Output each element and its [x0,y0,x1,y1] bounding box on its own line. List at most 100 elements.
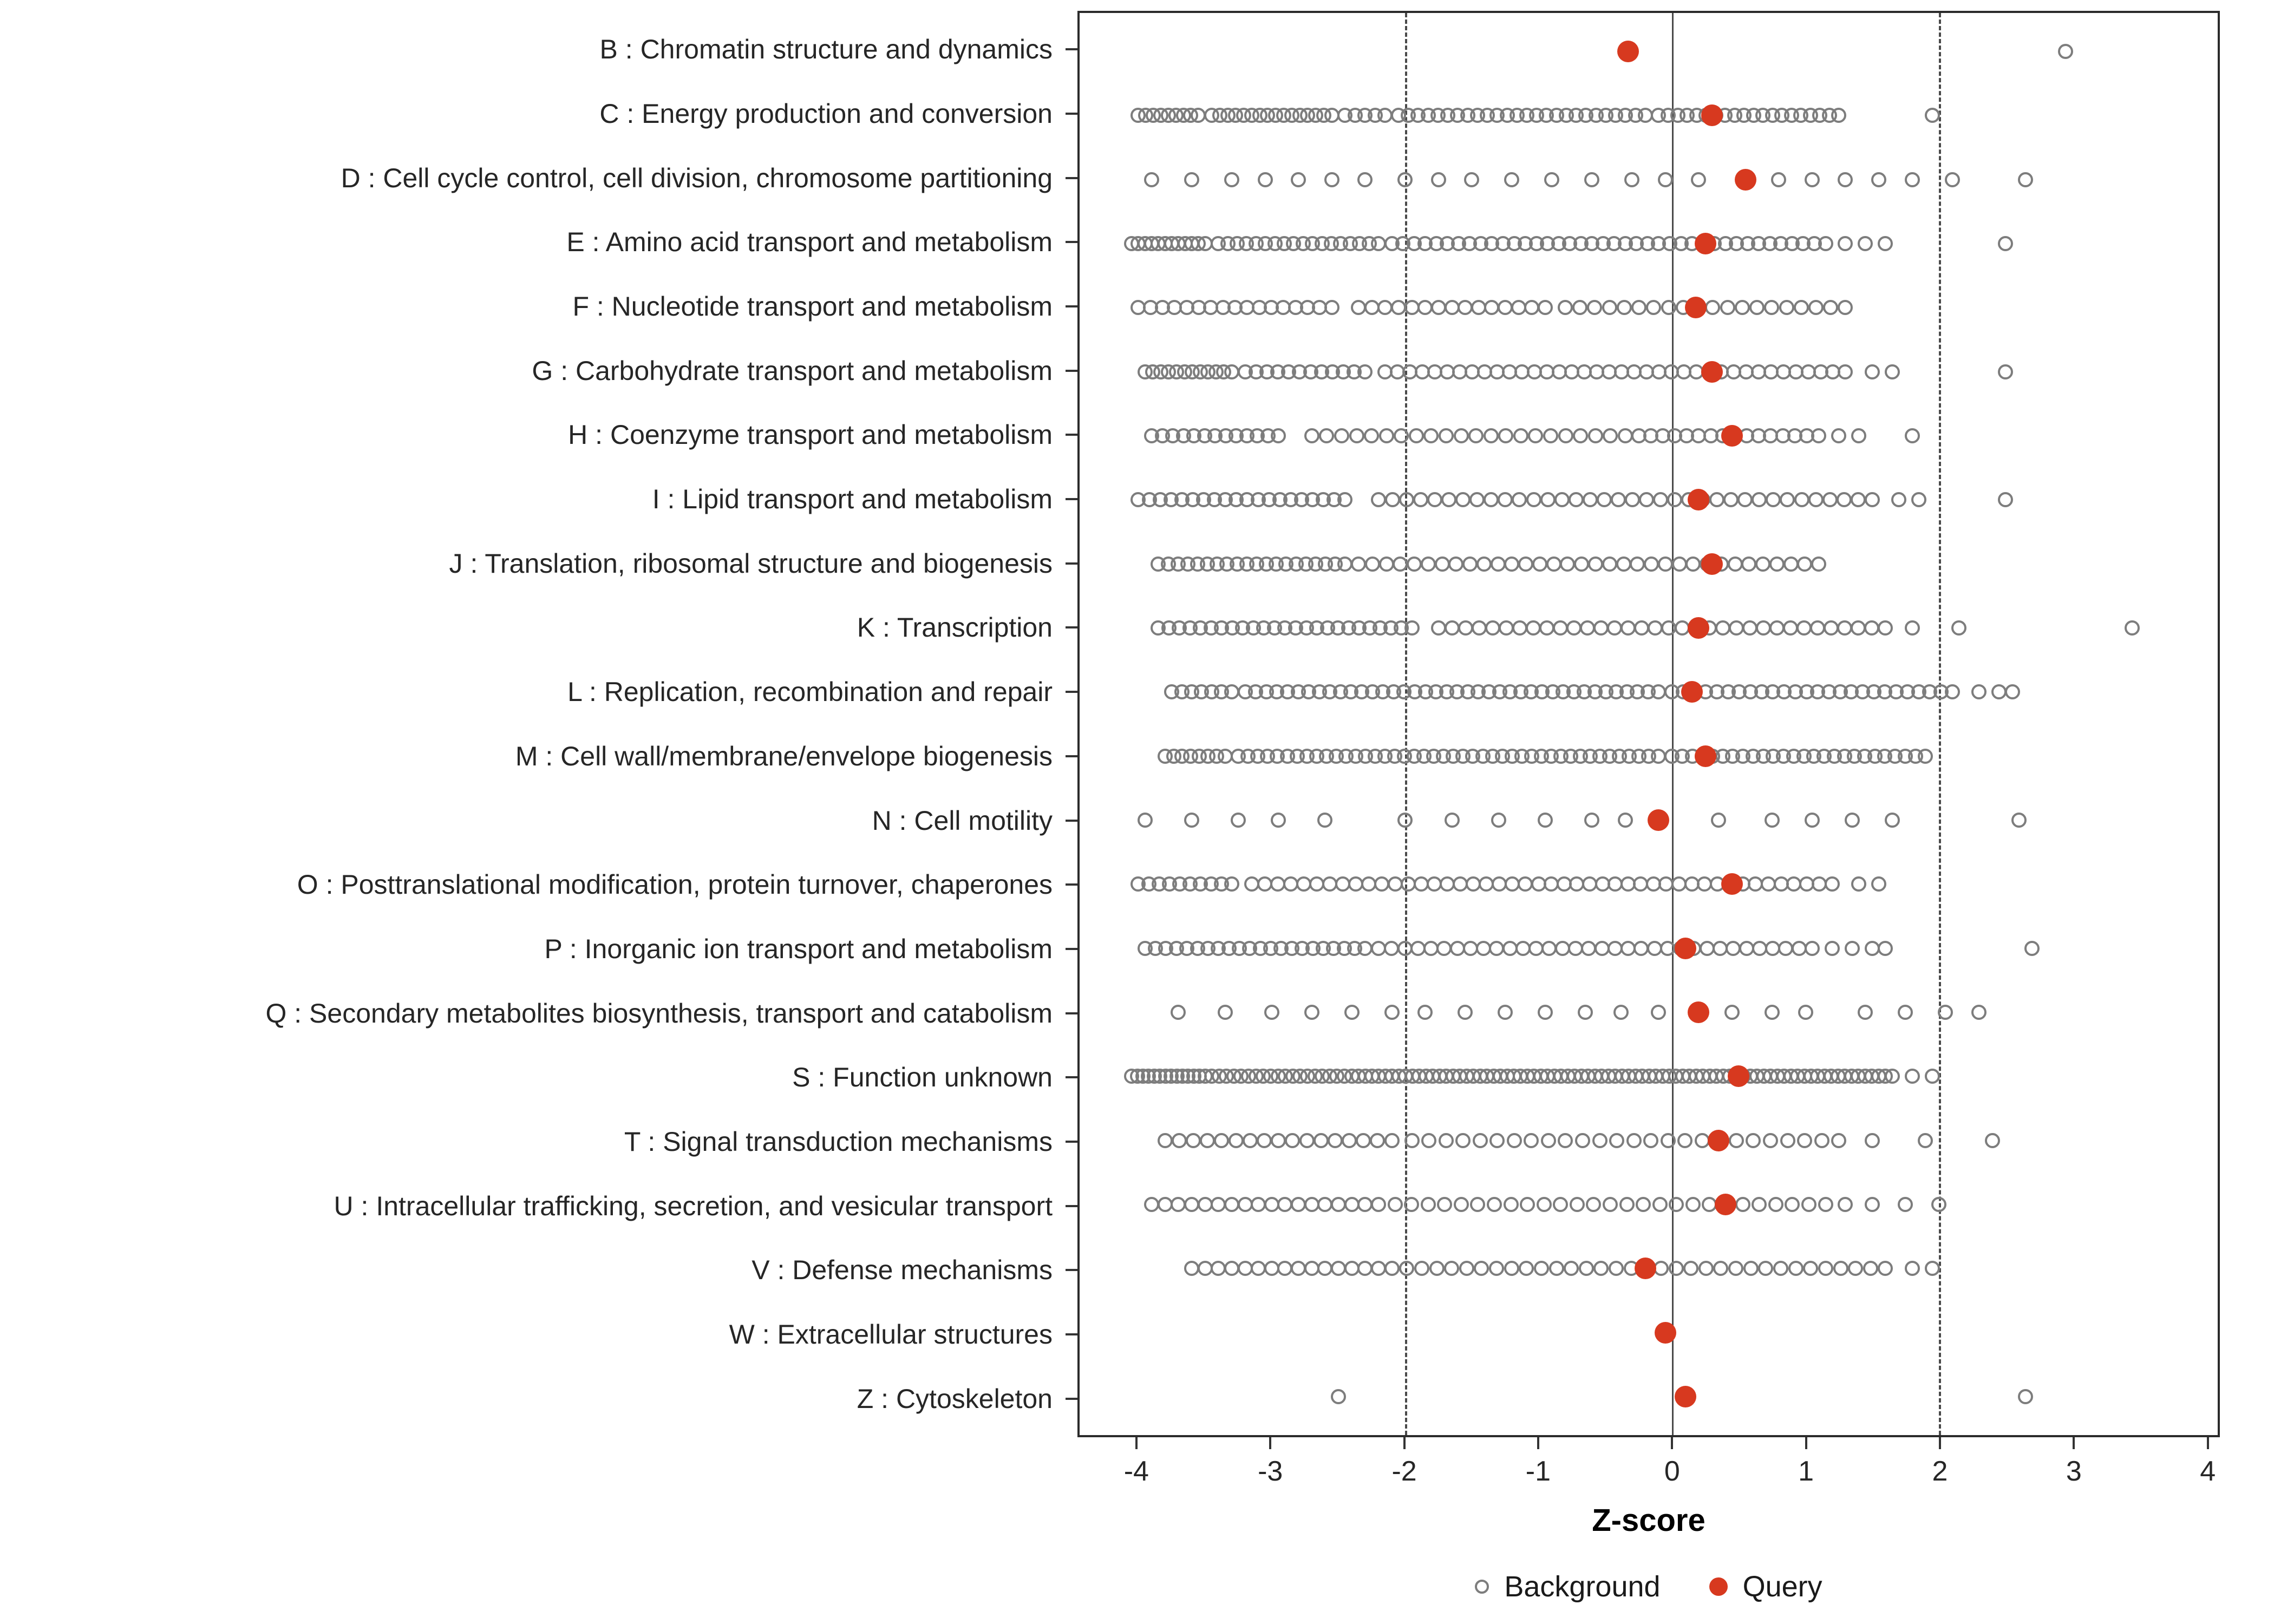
background-point [1271,813,1286,828]
background-point [1796,620,1812,636]
background-point [1998,492,2014,508]
x-tick-label: 1 [1798,1456,1814,1487]
x-tick-label: -1 [1525,1456,1551,1487]
background-point [1364,428,1380,443]
category-label: G : Carbohydrate transport and metabolis… [532,355,1053,386]
background-point [1831,428,1847,443]
query-point [1617,41,1639,62]
background-point [1884,364,1900,379]
background-point [1573,428,1589,443]
query-point [1688,1001,1710,1023]
background-point [1484,492,1499,508]
background-point [1729,620,1744,636]
query-point [1674,1386,1696,1407]
background-point [1228,1132,1244,1148]
background-point [1404,1132,1420,1148]
x-tick [2073,1437,2075,1449]
query-point [1681,681,1703,703]
background-point [1518,556,1534,572]
background-point [1408,428,1424,443]
x-tick [1135,1437,1138,1449]
background-point [1200,1132,1216,1148]
background-point [1582,492,1598,508]
background-point [1864,1132,1880,1148]
background-point [1327,1132,1343,1148]
background-point [1771,172,1787,187]
background-point [1831,1132,1847,1148]
background-point [1217,1005,1233,1020]
y-axis-ticks [1066,11,1077,1437]
background-point [1677,1132,1693,1148]
background-point [1851,428,1867,443]
background-point [1811,556,1827,572]
background-point [1838,236,1853,251]
background-point [1462,556,1478,572]
background-point [1823,300,1839,316]
background-point [1357,172,1373,187]
background-point [1385,492,1401,508]
category-label: D : Cell cycle control, cell division, c… [341,162,1053,193]
background-point [1264,1005,1279,1020]
background-point [1808,300,1824,316]
background-point [1822,492,1838,508]
background-point [1878,1261,1893,1276]
background-point [1256,1132,1272,1148]
x-tick [2206,1437,2209,1449]
background-point [1271,1132,1286,1148]
background-point [1417,1005,1433,1020]
background-point [1938,1005,1953,1020]
background-point [1184,813,1199,828]
background-point [1685,1197,1701,1212]
background-point [1532,556,1547,572]
y-tick [1066,434,1077,436]
background-point [1538,1005,1553,1020]
background-point [2018,1389,2034,1404]
background-point [1713,1261,1729,1276]
background-point [1470,1197,1486,1212]
background-point [1668,1261,1684,1276]
background-point [1884,813,1900,828]
background-point [1370,1132,1386,1148]
query-point [1685,297,1707,319]
background-point [1864,620,1880,636]
background-point [1498,428,1514,443]
background-point [1657,172,1673,187]
background-point [2011,813,2027,828]
x-tick-label: -2 [1391,1456,1417,1487]
category-label: Q : Secondary metabolites biosynthesis, … [265,998,1053,1029]
background-point [1858,1005,1873,1020]
background-point [1848,1261,1864,1276]
background-point [1727,556,1743,572]
background-point [1384,1005,1400,1020]
background-point [1441,492,1457,508]
background-point [1764,300,1780,316]
background-point [1616,300,1632,316]
query-point [1694,745,1716,767]
background-point [1643,1132,1659,1148]
category-label: W : Extracellular structures [729,1319,1053,1350]
category-label: B : Chromatin structure and dynamics [599,34,1053,65]
background-point [1285,1132,1301,1148]
background-point [1844,813,1860,828]
background-point [1184,172,1199,187]
background-point [1671,556,1687,572]
background-point [1171,1005,1186,1020]
background-point [1370,492,1386,508]
background-point [1437,1197,1453,1212]
background-point [1804,172,1820,187]
background-point [1838,364,1853,379]
background-point [1413,492,1429,508]
background-point [1351,556,1367,572]
background-point [1878,620,1893,636]
background-point [1572,300,1588,316]
background-point [1878,940,1893,956]
y-tick [1066,176,1077,179]
background-point [1756,620,1772,636]
background-point [1468,428,1484,443]
background-point [1818,236,1833,251]
background-point [1342,1132,1357,1148]
background-point [1838,1197,1853,1212]
background-point [1587,556,1603,572]
background-point [1824,620,1839,636]
